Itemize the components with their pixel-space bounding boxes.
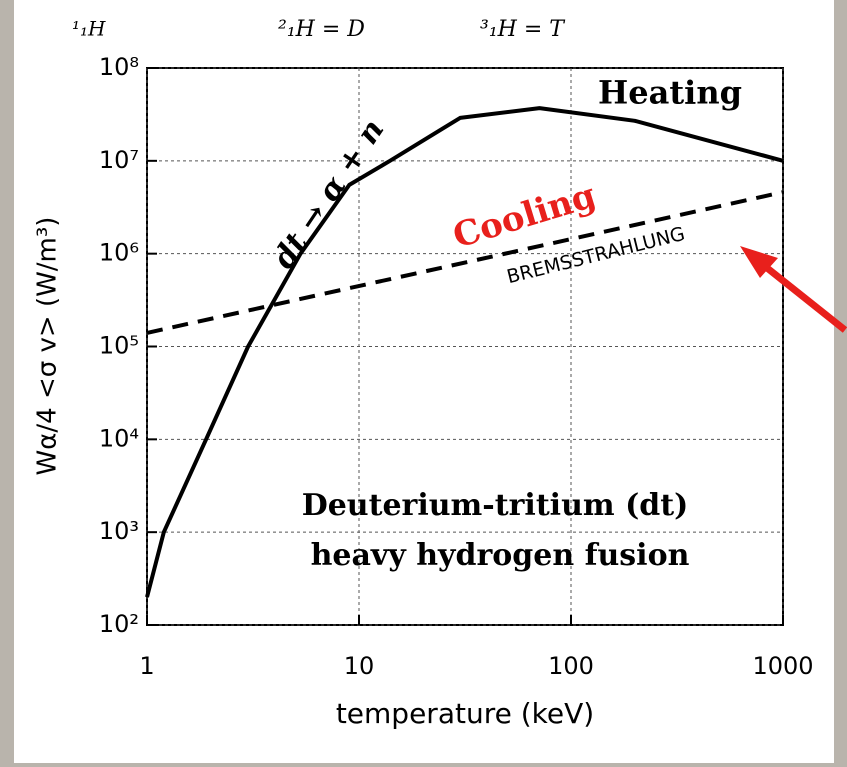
x-tick-label: 1 xyxy=(139,652,154,680)
top-label: ¹₁H xyxy=(72,17,106,41)
y-tick-label: 10³ xyxy=(99,517,139,545)
x-tick-label: 100 xyxy=(548,652,594,680)
top-label: ³₁H = T xyxy=(480,17,566,42)
y-tick-label: 10⁶ xyxy=(99,239,139,267)
y-tick-label: 10⁷ xyxy=(99,146,139,174)
y-axis-label: Wα/4 <σ v> (W/m³) xyxy=(33,217,63,476)
series-line xyxy=(145,106,784,598)
x-tick-label: 10 xyxy=(344,652,375,680)
annotation: heavy hydrogen fusion xyxy=(311,538,690,573)
y-tick-label: 10² xyxy=(99,610,139,638)
top-label: ²₁H = D xyxy=(278,17,365,42)
annotation: Deuterium-tritium (dt) xyxy=(302,488,689,523)
y-tick-label: 10⁴ xyxy=(99,424,139,452)
series-line xyxy=(146,190,784,335)
legend-heating: Heating xyxy=(598,74,742,112)
x-tick-label: 1000 xyxy=(752,652,813,680)
y-tick-label: 10⁵ xyxy=(99,332,139,360)
x-axis-label: temperature (keV) xyxy=(336,697,594,730)
y-tick-label: 10⁸ xyxy=(99,53,139,81)
panel xyxy=(14,0,834,763)
arrow-head xyxy=(740,246,778,278)
